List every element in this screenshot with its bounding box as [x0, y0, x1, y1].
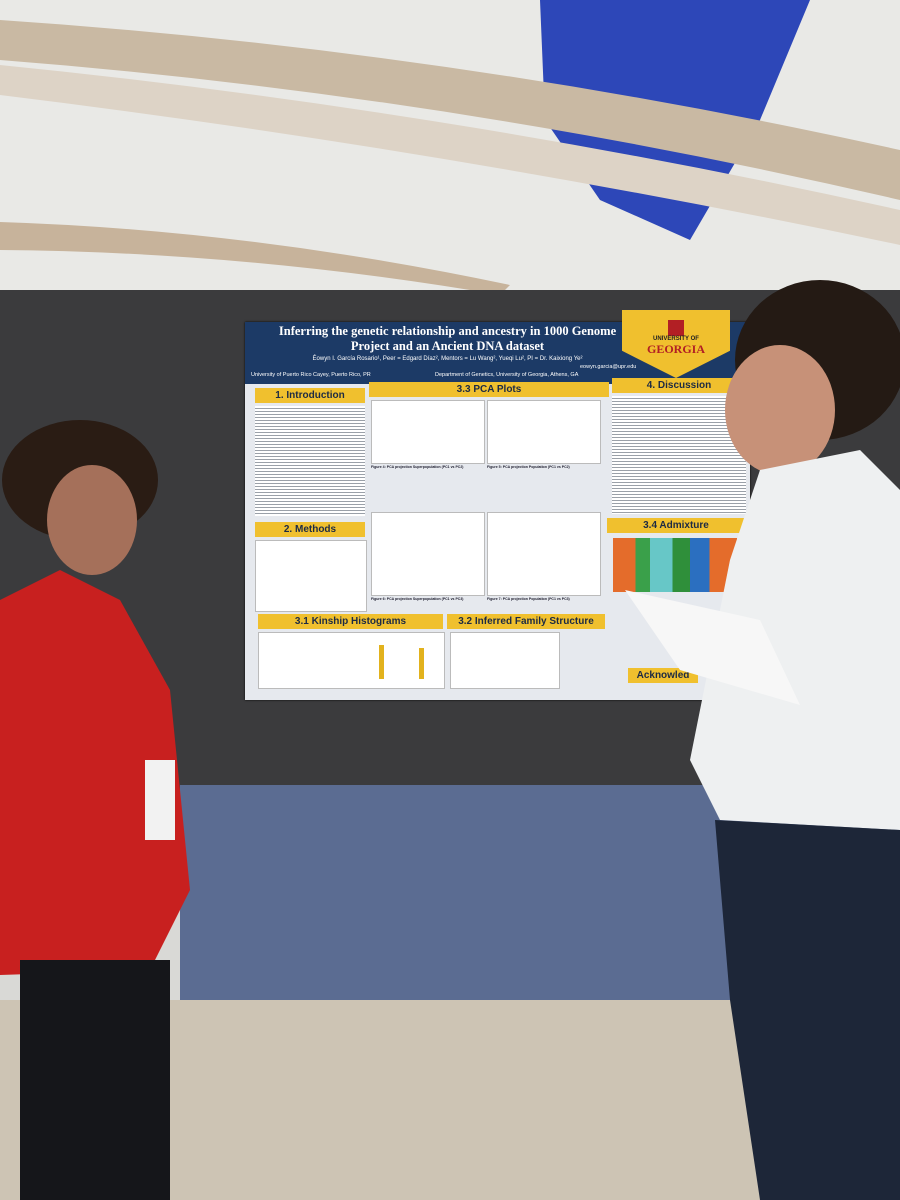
figure-caption: Figure 7: PCA projection Population (PC1…	[487, 597, 570, 601]
logo-text: GEORGIA	[646, 342, 705, 356]
section-heading: Acknowled	[628, 668, 698, 683]
logo-text: UNIVERSITY OF	[653, 336, 699, 342]
affiliation: Department of Genetics, University of Ge…	[435, 372, 579, 378]
duct	[0, 65, 900, 245]
histograms	[258, 632, 445, 689]
text-block	[255, 406, 365, 516]
family-diagram	[450, 632, 560, 689]
poster-title: Inferring the genetic relationship and a…	[278, 324, 617, 353]
pca-plot	[371, 512, 485, 596]
poster-authors: Éowyn I. García Rosario¹, Peer = Edgard …	[312, 356, 583, 362]
duct	[0, 222, 510, 295]
duct	[0, 20, 900, 200]
section-heading: 3.4 Admixture	[607, 518, 745, 533]
section-heading: 1. Introduction	[255, 388, 365, 403]
histogram-bar	[379, 645, 384, 679]
carpet	[180, 785, 900, 1035]
text-block	[612, 396, 746, 514]
email: eowyn.garcia@upr.edu	[580, 364, 637, 370]
section-heading: 3.1 Kinship Histograms	[258, 614, 443, 629]
floor	[0, 1000, 900, 1200]
section-heading: 3.2 Inferred Family Structure	[447, 614, 605, 629]
figure-caption: Figure 5: PCA projection Population (PC1…	[487, 465, 570, 469]
pca-plot	[487, 400, 601, 464]
section-heading: 2. Methods	[255, 522, 365, 537]
admixture-plot	[613, 538, 737, 592]
figure-caption: Figure 6: PCA projection Superpopulation…	[371, 597, 464, 601]
pca-plot	[487, 512, 601, 596]
histogram-bar	[419, 648, 424, 679]
poster: Inferring the genetic relationship and a…	[245, 310, 750, 700]
logo-arch	[668, 320, 684, 336]
pca-plot	[371, 400, 485, 464]
section-heading: 3.3 PCA Plots	[369, 382, 609, 397]
figure-caption: Figure 4: PCA projection Superpopulation…	[371, 465, 464, 469]
section-heading: 4. Discussion	[612, 378, 746, 393]
methods-diagram	[255, 540, 367, 612]
affiliation: University of Puerto Rico Cayey, Puerto …	[251, 372, 371, 378]
